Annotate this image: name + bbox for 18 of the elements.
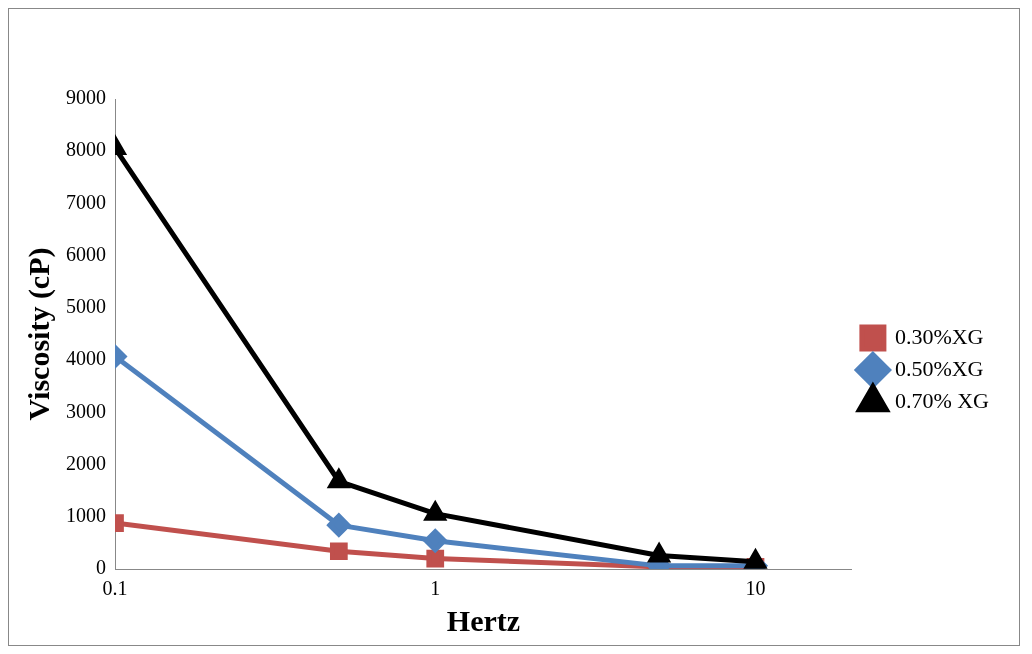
- y-tick-label: 1000: [66, 504, 106, 527]
- y-axis-title: Viscosity (cP): [21, 247, 56, 421]
- y-tick-label: 4000: [66, 347, 106, 370]
- y-tick-label: 0: [96, 556, 106, 579]
- y-tick-label: 7000: [66, 190, 106, 213]
- x-tick-label: 0.1: [102, 577, 128, 600]
- x-tick-label: 1: [430, 577, 441, 600]
- y-tick-label: 9000: [66, 86, 106, 109]
- y-tick-label: 6000: [66, 242, 106, 265]
- y-tick-label: 8000: [66, 138, 106, 161]
- x-tick-label: 10: [745, 577, 766, 600]
- x-axis-title: Hertz: [446, 603, 521, 637]
- legend-label: 0.50%XG: [894, 355, 984, 381]
- legend-label: 0.30%XG: [894, 323, 984, 349]
- y-tick-label: 5000: [66, 295, 106, 318]
- y-tick-label: 3000: [66, 399, 106, 422]
- y-tick-label: 2000: [66, 451, 106, 474]
- legend-label: 0.70% XG: [894, 387, 990, 413]
